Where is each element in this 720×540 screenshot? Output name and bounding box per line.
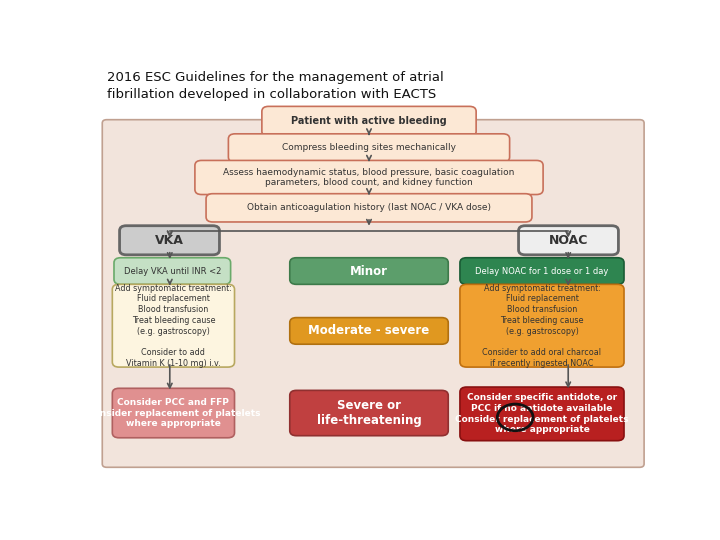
Text: Assess haemodynamic status, blood pressure, basic coagulation
parameters, blood : Assess haemodynamic status, blood pressu… <box>223 167 515 187</box>
Text: VKA: VKA <box>155 234 184 247</box>
Text: NOAC: NOAC <box>549 234 588 247</box>
FancyBboxPatch shape <box>289 258 449 285</box>
Text: Consider specific antidote, or
PCC if no antidote available
Consider replacement: Consider specific antidote, or PCC if no… <box>455 393 629 435</box>
FancyBboxPatch shape <box>460 285 624 367</box>
Text: Add symptomatic treatment:
Fluid replacement
Blood transfusion
Treat bleeding ca: Add symptomatic treatment: Fluid replace… <box>115 284 232 368</box>
FancyBboxPatch shape <box>460 258 624 285</box>
FancyBboxPatch shape <box>228 134 510 162</box>
Text: Consider PCC and FFP
Consider replacement of platelets
where appropriate: Consider PCC and FFP Consider replacemen… <box>86 398 260 428</box>
Text: Minor: Minor <box>350 265 388 278</box>
FancyBboxPatch shape <box>120 226 220 255</box>
FancyBboxPatch shape <box>518 226 618 255</box>
Text: Add symptomatic treatment:
Fluid replacement
Blood transfusion
Treat bleeding ca: Add symptomatic treatment: Fluid replace… <box>482 284 601 368</box>
Text: Obtain anticoagulation history (last NOAC / VKA dose): Obtain anticoagulation history (last NOA… <box>247 204 491 212</box>
FancyBboxPatch shape <box>289 390 449 436</box>
FancyBboxPatch shape <box>195 160 543 194</box>
Text: Severe or
life-threatening: Severe or life-threatening <box>317 399 421 427</box>
FancyBboxPatch shape <box>112 388 235 438</box>
Text: Moderate - severe: Moderate - severe <box>308 325 430 338</box>
FancyBboxPatch shape <box>112 285 235 367</box>
Text: Patient with active bleeding: Patient with active bleeding <box>291 116 447 126</box>
FancyBboxPatch shape <box>114 258 230 285</box>
FancyBboxPatch shape <box>206 194 532 222</box>
Text: 2016 ESC Guidelines for the management of atrial
fibrillation developed in colla: 2016 ESC Guidelines for the management o… <box>107 71 444 101</box>
Text: Delay NOAC for 1 dose or 1 day: Delay NOAC for 1 dose or 1 day <box>475 267 608 275</box>
Text: Delay VKA until INR <2: Delay VKA until INR <2 <box>124 267 221 275</box>
FancyBboxPatch shape <box>460 387 624 441</box>
FancyBboxPatch shape <box>289 318 449 344</box>
FancyBboxPatch shape <box>262 106 476 136</box>
Text: Compress bleeding sites mechanically: Compress bleeding sites mechanically <box>282 144 456 152</box>
FancyBboxPatch shape <box>102 120 644 467</box>
